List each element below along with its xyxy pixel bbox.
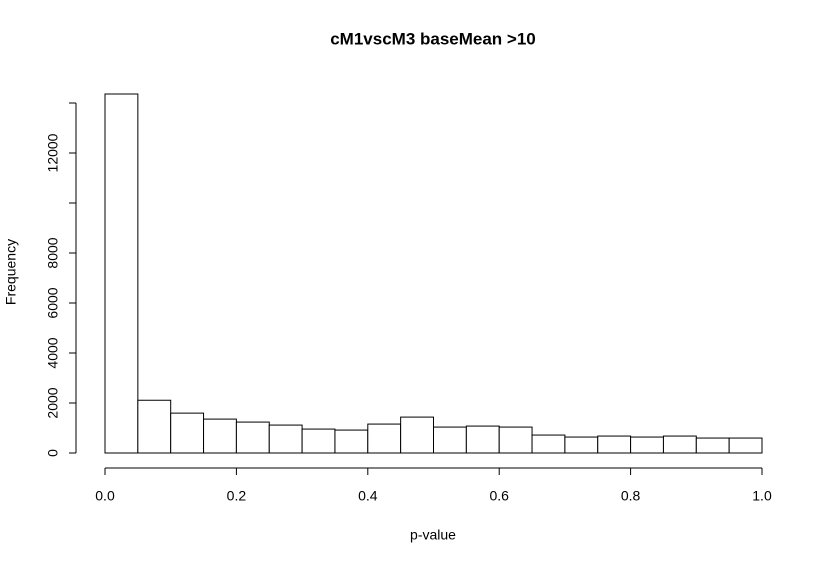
bar xyxy=(104,93,139,454)
x-axis-label: p-value xyxy=(410,527,456,543)
bar xyxy=(170,412,205,454)
bar xyxy=(564,436,599,454)
bar xyxy=(235,421,270,454)
x-tick-label: 0.4 xyxy=(358,488,378,504)
bar xyxy=(301,428,336,454)
y-tick-label: 0 xyxy=(45,449,61,457)
x-tick-label: 1.0 xyxy=(752,488,772,504)
bar xyxy=(597,435,632,454)
bar xyxy=(203,418,237,454)
x-tick-label: 0.8 xyxy=(621,488,641,504)
bar xyxy=(662,435,697,454)
y-axis-label: Frequency xyxy=(3,239,19,305)
bar xyxy=(137,399,172,454)
bar xyxy=(728,437,763,454)
bar xyxy=(695,437,730,454)
y-tick-label: 12000 xyxy=(45,133,61,172)
bar xyxy=(367,423,402,454)
bar xyxy=(268,424,303,454)
x-tick-label: 0.6 xyxy=(489,488,509,504)
y-tick-label: 4000 xyxy=(45,337,61,368)
bar xyxy=(465,425,500,454)
y-tick-label: 8000 xyxy=(45,237,61,268)
y-tick-label: 6000 xyxy=(45,287,61,318)
x-tick-label: 0.0 xyxy=(95,488,115,504)
bar xyxy=(531,434,566,454)
bar xyxy=(334,429,369,454)
chart-title: cM1vscM3 baseMean >10 xyxy=(330,29,536,48)
bar xyxy=(433,426,467,454)
bar xyxy=(498,426,533,454)
x-tick-label: 0.2 xyxy=(227,488,247,504)
y-tick-label: 2000 xyxy=(45,387,61,418)
bar xyxy=(630,436,664,454)
bar xyxy=(400,416,434,454)
